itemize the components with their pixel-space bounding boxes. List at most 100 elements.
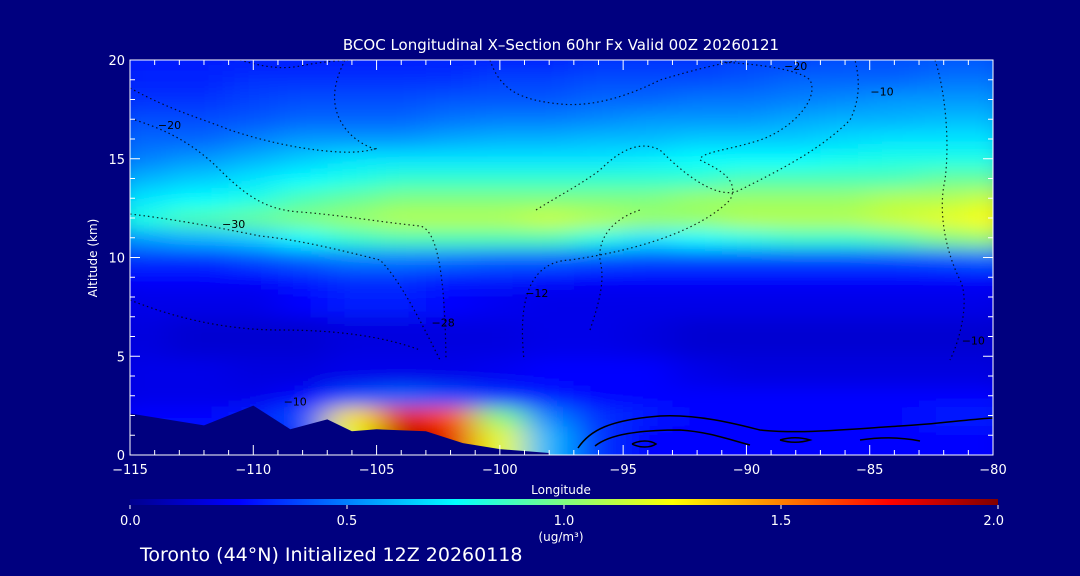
field-cell xyxy=(524,227,575,249)
field-cell xyxy=(968,267,993,289)
temperature-contour-line xyxy=(239,60,361,69)
field-cell xyxy=(475,267,526,289)
field-cell xyxy=(167,385,230,407)
field-cell xyxy=(524,208,575,229)
field-cell xyxy=(820,129,871,150)
y-tick-label: 20 xyxy=(108,54,125,69)
field-cell xyxy=(327,89,378,111)
field-cell xyxy=(672,425,723,455)
field-cell xyxy=(968,247,993,269)
field-cell xyxy=(919,385,970,407)
y-tick-label: 5 xyxy=(117,350,125,365)
field-cell xyxy=(167,316,230,358)
field-cell xyxy=(968,148,993,170)
temperature-contour-line xyxy=(489,60,741,106)
field-cell xyxy=(327,287,378,318)
field-cell xyxy=(277,89,329,111)
field-cell xyxy=(672,188,723,210)
field-cell xyxy=(327,129,378,150)
field-cell xyxy=(130,188,168,210)
field-cell xyxy=(623,267,674,289)
field-cell xyxy=(376,405,427,427)
field-cell xyxy=(228,356,279,387)
field-cell xyxy=(771,356,822,387)
field-cell xyxy=(721,148,773,170)
field-cell xyxy=(228,247,279,269)
field-cell xyxy=(573,227,625,249)
field-cell xyxy=(228,227,279,249)
field-cell xyxy=(228,208,279,229)
field-cell xyxy=(376,89,427,111)
contour-label: −12 xyxy=(525,287,548,300)
field-cell xyxy=(475,356,526,387)
field-cell xyxy=(623,60,674,71)
field-cell xyxy=(573,405,625,427)
field-cell xyxy=(721,89,773,111)
field-cell xyxy=(425,287,477,318)
field-cell xyxy=(475,247,526,269)
field-cell xyxy=(771,60,822,71)
field-cell xyxy=(475,109,526,131)
field-cell xyxy=(771,148,822,170)
field-cell xyxy=(771,227,822,249)
field-cell xyxy=(869,89,920,111)
field-cell xyxy=(228,385,279,407)
field-cell xyxy=(524,287,575,318)
field-cell xyxy=(327,148,378,170)
field-cell xyxy=(228,316,279,358)
field-cell xyxy=(130,148,168,170)
concentration-contour-line xyxy=(779,437,813,443)
field-cell xyxy=(130,69,168,91)
field-cell xyxy=(524,148,575,170)
field-cell xyxy=(623,287,674,318)
field-cell xyxy=(721,385,773,407)
field-cell xyxy=(771,247,822,269)
field-cell xyxy=(919,188,970,210)
field-cell xyxy=(573,208,625,229)
field-cell xyxy=(228,287,279,318)
field-cell xyxy=(228,109,279,131)
field-cell xyxy=(820,60,871,71)
field-cell xyxy=(919,208,970,229)
field-cell xyxy=(919,267,970,289)
field-cell xyxy=(425,208,477,229)
field-cell xyxy=(327,356,378,387)
field-cell xyxy=(869,148,920,170)
field-cell xyxy=(623,188,674,210)
plot-area: −20 −30 −10 −20 −10 −10 −28 −12 xyxy=(129,59,994,456)
field-cell xyxy=(327,168,378,190)
y-tick-label: 10 xyxy=(108,252,125,267)
field-cell xyxy=(919,129,970,150)
field-cell xyxy=(968,129,993,150)
field-cell xyxy=(524,69,575,91)
chart-title: BCOC Longitudinal X–Section 60hr Fx Vali… xyxy=(343,36,779,54)
concentration-contour-line xyxy=(631,440,658,448)
field-cell xyxy=(376,208,427,229)
field-cell xyxy=(130,89,168,111)
field-cell xyxy=(623,227,674,249)
field-cell xyxy=(167,60,230,71)
field-cell xyxy=(721,287,773,318)
field-cell xyxy=(623,316,674,358)
field-cell xyxy=(869,188,920,210)
field-cell xyxy=(869,168,920,190)
field-cell xyxy=(820,188,871,210)
y-tick-label: 0 xyxy=(117,449,125,464)
field-cell xyxy=(721,60,773,71)
field-cell xyxy=(623,208,674,229)
field-cell xyxy=(425,267,477,289)
concentration-contours xyxy=(577,415,993,449)
field-cell xyxy=(130,208,168,229)
field-cell xyxy=(327,109,378,131)
field-cell xyxy=(771,208,822,229)
field-cell xyxy=(524,405,575,427)
field-cell xyxy=(721,188,773,210)
x-tick-label: −105 xyxy=(359,463,395,478)
field-cell xyxy=(167,247,230,269)
field-cell xyxy=(672,69,723,91)
x-tick-label: −95 xyxy=(609,463,636,478)
field-cell xyxy=(672,227,723,249)
colorbar-tick-label: 0.0 xyxy=(120,514,141,529)
field-cell xyxy=(820,148,871,170)
colorbar-bar xyxy=(130,499,998,505)
